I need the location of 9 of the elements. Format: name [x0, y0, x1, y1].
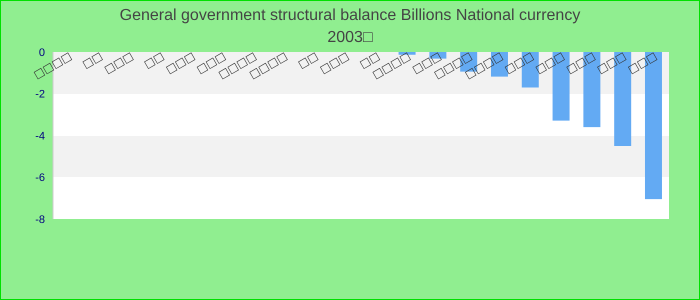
- y-tick-label: -8: [35, 214, 45, 226]
- y-tick-label: -2: [35, 88, 45, 101]
- x-tick-label: □□: [80, 49, 105, 71]
- y-tick-label: -6: [35, 172, 45, 184]
- x-tick-label: □□: [296, 49, 320, 71]
- chart-subtitle: 2003□: [327, 29, 373, 46]
- y-tick-label: -4: [35, 130, 45, 142]
- x-tick-label: □□: [142, 49, 166, 71]
- chart-title: General government structural balance Billions National currency: [118, 6, 582, 26]
